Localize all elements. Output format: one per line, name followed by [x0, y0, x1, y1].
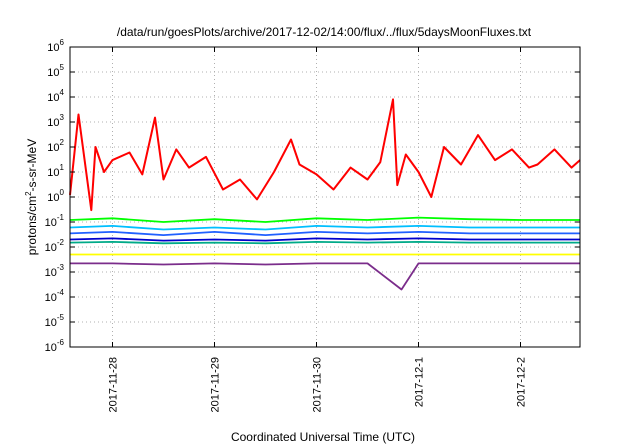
y-tick-label: 10-3 — [45, 263, 65, 279]
series-line — [69, 231, 580, 236]
series-line — [69, 241, 580, 245]
y-tick-label: 10-5 — [45, 313, 65, 329]
y-ticks: 10-6 10-5 10-4 10-3 10-2 10-1 100 101 102 103 104 1… — [45, 38, 580, 354]
series-line — [69, 216, 580, 223]
x-ticks: 2017-11-28 2017-11-29 2017-11-30 2017-12-1 2… — [108, 47, 528, 412]
y-tick-label: 10-6 — [45, 338, 65, 354]
y-tick-label: 10-4 — [45, 288, 65, 304]
series-group — [69, 98, 581, 291]
grid — [70, 47, 580, 347]
series-line — [69, 225, 580, 231]
series-line — [70, 262, 580, 291]
x-tick-label: 2017-12-2 — [516, 357, 528, 407]
y-tick-label: 100 — [47, 188, 64, 204]
y-tick-label: 101 — [47, 163, 64, 179]
x-tick-label: 2017-11-29 — [210, 357, 222, 412]
y-tick-label: 103 — [47, 113, 64, 129]
x-tick-label: 2017-11-28 — [108, 357, 120, 412]
y-axis-label: protons/cm2-s-sr-MeV — [24, 139, 39, 255]
y-tick-label: 102 — [47, 138, 64, 154]
x-axis-label: Coordinated Universal Time (UTC) — [231, 430, 415, 444]
y-tick-label: 106 — [47, 38, 64, 54]
x-tick-label: 2017-11-30 — [312, 357, 324, 412]
y-tick-label: 105 — [47, 63, 64, 79]
chart-title: /data/run/goesPlots/archive/2017-12-02/1… — [117, 25, 532, 39]
series-line — [69, 98, 581, 212]
series-line — [69, 237, 580, 242]
y-tick-label: 10-2 — [45, 238, 65, 254]
x-tick-label: 2017-12-1 — [414, 357, 426, 407]
y-tick-label: 104 — [47, 88, 64, 104]
y-tick-label: 10-1 — [45, 213, 65, 229]
